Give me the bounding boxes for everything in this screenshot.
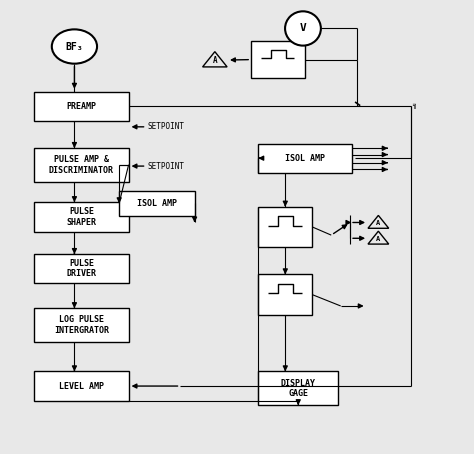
Text: A: A: [376, 220, 381, 226]
Text: LEVEL AMP: LEVEL AMP: [59, 381, 104, 390]
Bar: [258, 274, 312, 315]
Text: PULSE AMP &
DISCRIMINATOR: PULSE AMP & DISCRIMINATOR: [49, 155, 114, 175]
Text: PREAMP: PREAMP: [66, 102, 97, 111]
Circle shape: [285, 11, 321, 45]
Text: LOG PULSE
INTERGRATOR: LOG PULSE INTERGRATOR: [54, 316, 109, 335]
Text: ╗: ╗: [412, 103, 417, 109]
Bar: [35, 371, 128, 401]
Bar: [258, 143, 353, 173]
Text: A: A: [212, 56, 217, 65]
Text: PULSE
DRIVER: PULSE DRIVER: [66, 259, 97, 278]
Bar: [35, 148, 128, 182]
Bar: [258, 371, 338, 405]
Bar: [35, 202, 128, 232]
Bar: [119, 191, 195, 216]
Text: PULSE
SHAPER: PULSE SHAPER: [66, 207, 97, 227]
Bar: [35, 308, 128, 342]
Bar: [251, 41, 305, 78]
Bar: [258, 207, 312, 247]
Text: A: A: [376, 236, 381, 242]
Text: ISOL AMP: ISOL AMP: [285, 154, 325, 163]
Text: ISOL AMP: ISOL AMP: [137, 199, 177, 208]
Text: BF₃: BF₃: [65, 41, 83, 51]
Bar: [35, 92, 128, 121]
Text: SETPOINT: SETPOINT: [147, 162, 184, 171]
Bar: [35, 254, 128, 283]
Text: DISPLAY
GAGE: DISPLAY GAGE: [281, 379, 316, 398]
Text: V: V: [300, 24, 306, 34]
Ellipse shape: [52, 30, 97, 64]
Text: SETPOINT: SETPOINT: [147, 122, 184, 131]
